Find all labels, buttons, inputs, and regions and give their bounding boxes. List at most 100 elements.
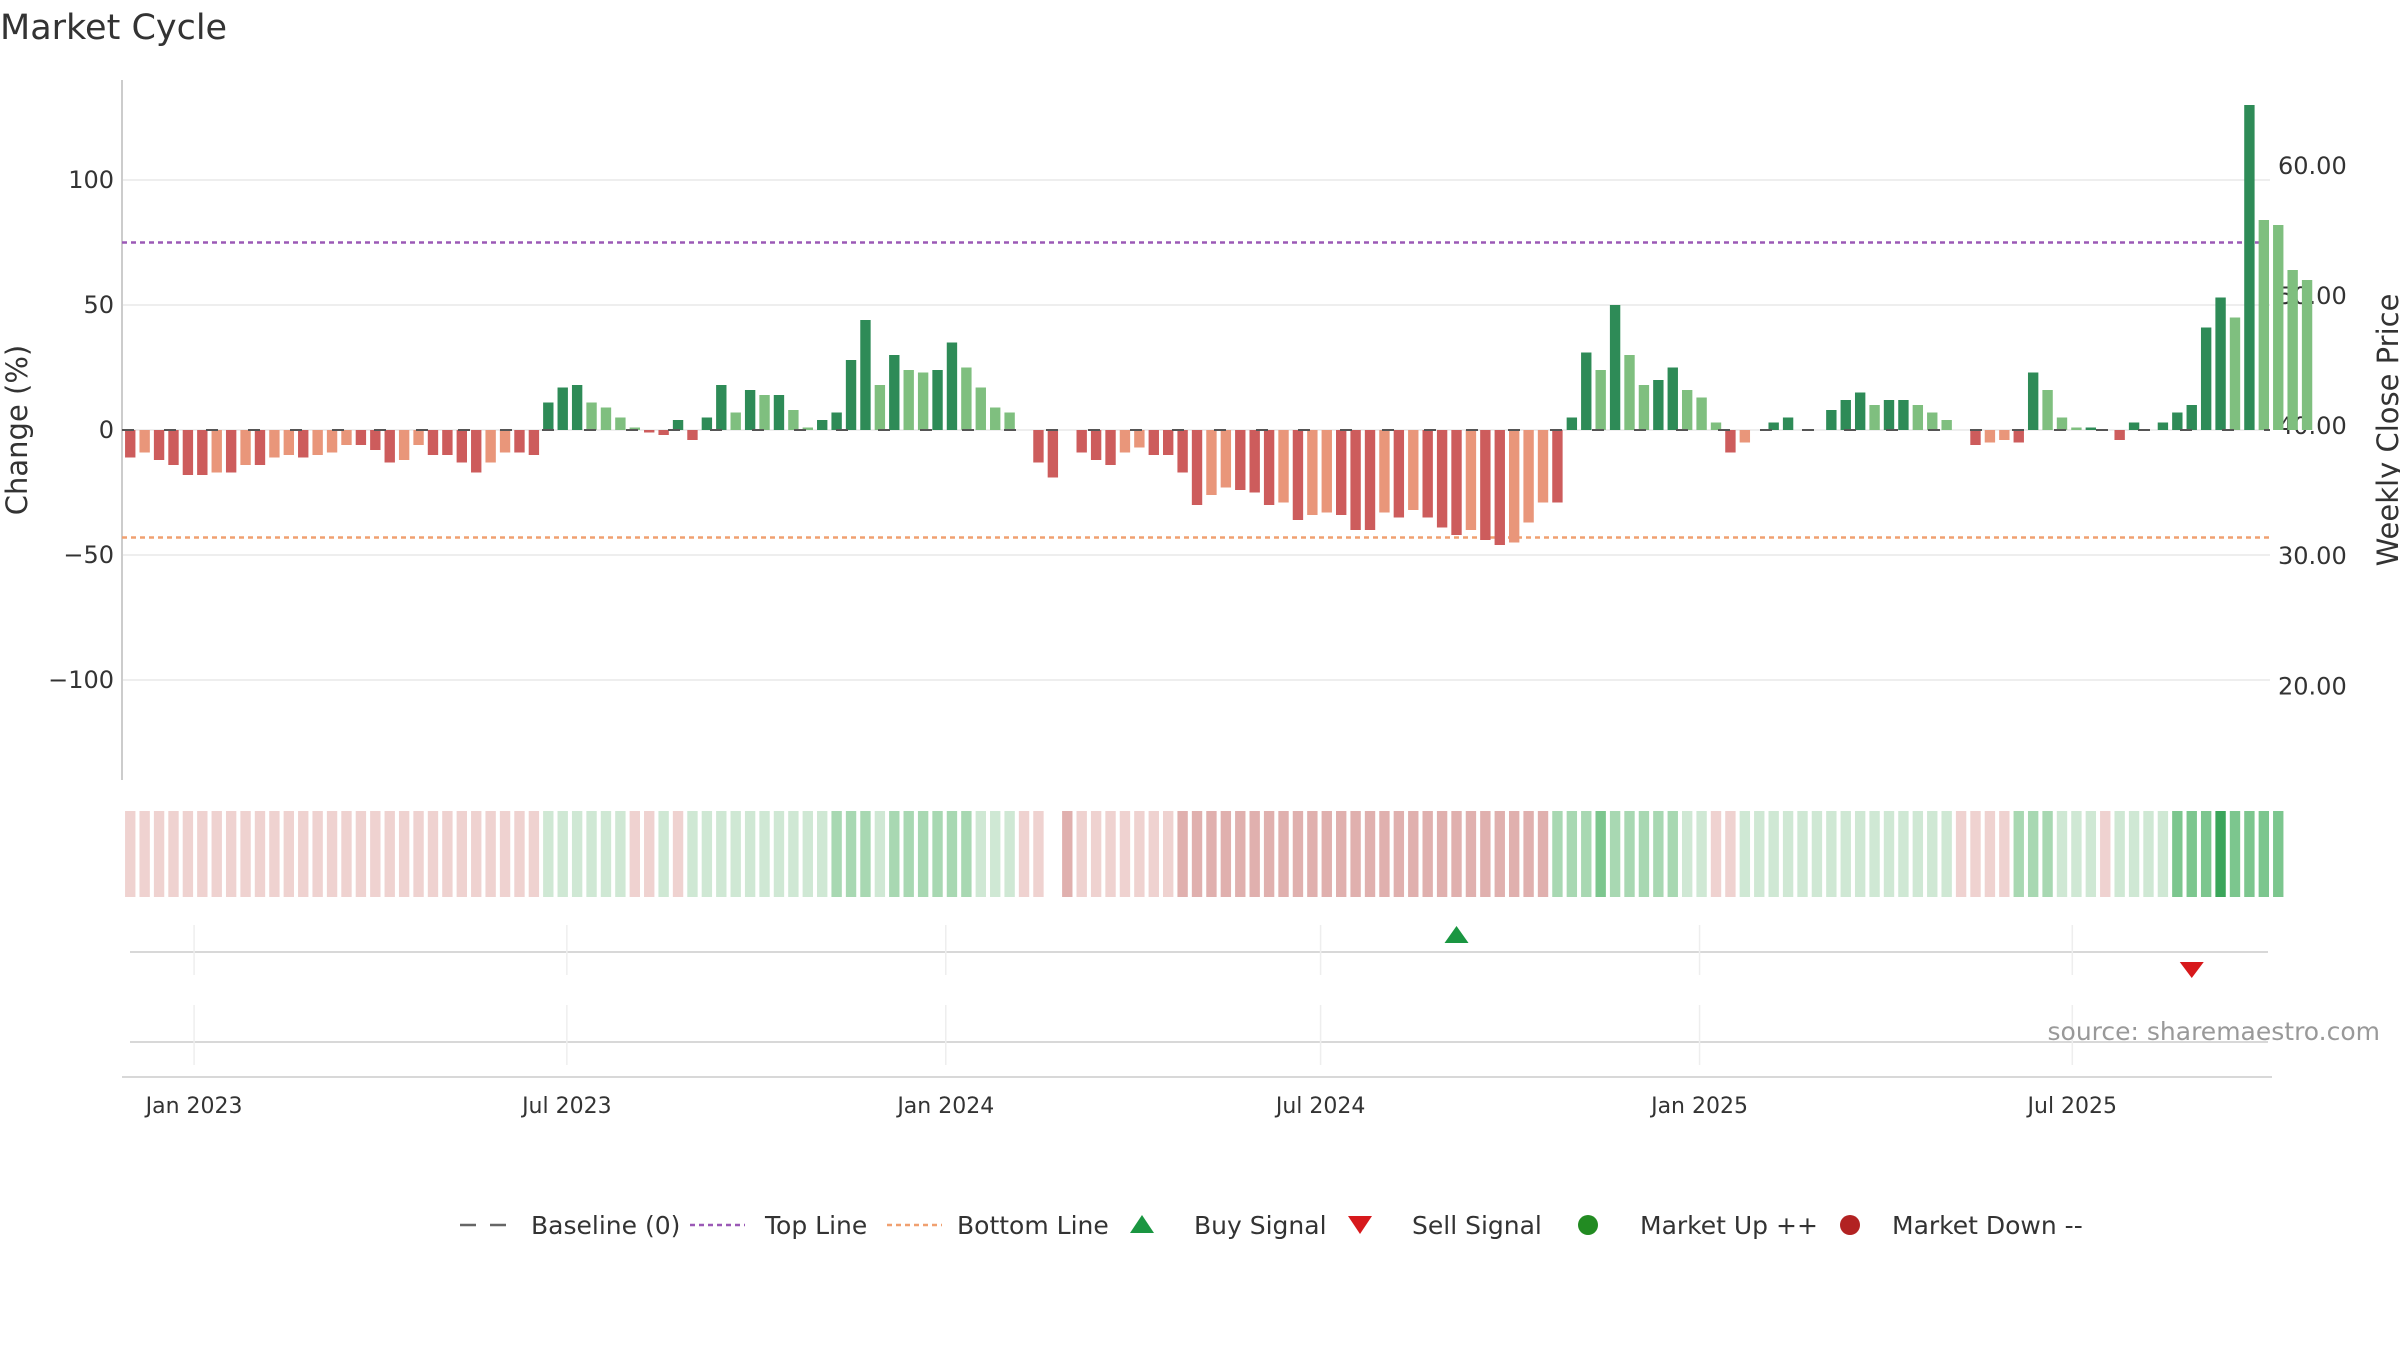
bar [1393,430,1405,518]
legend-item: Baseline (0) [460,1211,680,1240]
heat-cell [961,811,972,897]
legend-swatch-sell [1348,1216,1372,1234]
bar [1364,430,1376,530]
heat-cell [1018,811,1030,897]
bar [543,402,554,430]
y2-tick-label: 30.00 [2278,542,2347,570]
heat-cell [903,811,914,897]
bar [1826,410,1837,430]
heat-cell [1408,811,1419,897]
bar [629,427,640,430]
bar [298,430,309,458]
legend-item: Buy Signal [1130,1211,1327,1240]
heat-cell [1609,811,1621,897]
heat-cell [2215,811,2226,897]
bar [946,342,958,430]
heat-cell [485,811,496,897]
legend-item: Top Line [690,1211,867,1240]
legend-label: Market Up ++ [1640,1211,1818,1240]
heat-cell [2071,811,2082,897]
buy-signal-marker [1444,926,1469,943]
heat-cell [1811,811,1823,897]
bar [1307,430,1318,515]
heat-cell [471,811,482,897]
heat-cell [1494,811,1505,897]
bar [1696,397,1707,430]
bar [1595,370,1606,430]
heat-cell [341,811,352,897]
bar [398,430,410,460]
heat-cell [917,811,929,897]
heat-cell [1653,811,1664,897]
bar [1927,412,1938,430]
bar [471,430,482,473]
heat-cell [2013,811,2024,897]
legend-item: Market Up ++ [1578,1211,1818,1240]
heat-cell [427,811,439,897]
heat-cell [2258,811,2270,897]
heat-cell [615,811,626,897]
bar [1480,430,1491,540]
heat-cell [2157,811,2169,897]
x-tick-label: Jul 2023 [520,1094,612,1119]
bar [1725,430,1736,453]
heat-cell [1220,811,1232,897]
heat-cell [2128,811,2140,897]
bar [2244,105,2255,430]
heat-cell [211,811,222,897]
heat-cell [571,811,583,897]
heat-cell [456,811,467,897]
heat-cell [326,811,338,897]
y2-axis-label: Weekly Close Price [2371,294,2400,567]
heat-cell [1422,811,1433,897]
legend-item: Bottom Line [887,1211,1109,1240]
bar [2229,317,2241,430]
bar [1681,390,1693,430]
heat-cell [1350,811,1361,897]
bar [889,355,900,430]
bar [370,430,381,450]
bar [2027,372,2039,430]
heat-cell [1090,811,1102,897]
heat-cell [139,811,150,897]
bar [1004,412,1015,430]
heat-cell [1148,811,1159,897]
bar [1494,430,1505,545]
bar [211,430,222,473]
heat-cell [1292,811,1304,897]
heat-cell [1263,811,1275,897]
bar [1033,430,1044,463]
heat-cell [1941,811,1952,897]
heat-cell [1076,811,1087,897]
bar [701,417,713,430]
heat-cell [1436,811,1448,897]
heat-cell [2114,811,2125,897]
bar [1653,380,1664,430]
legend-label: Top Line [764,1211,867,1240]
bar [269,430,280,458]
bar [283,430,295,455]
heat-cell [1105,811,1116,897]
heat-cell [1797,811,1808,897]
bar [1941,420,1952,430]
heat-cell [442,811,453,897]
x-tick-label: Jan 2023 [144,1094,243,1119]
heat-cell [153,811,165,897]
bar [571,385,583,430]
bar [254,430,266,465]
heat-cell [197,811,208,897]
heat-cell [2172,811,2183,897]
bar [860,320,871,430]
bar [2258,220,2270,430]
heat-cell [1379,811,1390,897]
y-tick-label: −100 [48,666,114,694]
y-tick-label: −50 [63,541,114,569]
bar [1667,367,1678,430]
bar [514,430,525,453]
bar [658,430,669,435]
bar [125,430,136,458]
heat-cell [1927,811,1938,897]
bar [1047,430,1059,478]
bar [2172,412,2183,430]
